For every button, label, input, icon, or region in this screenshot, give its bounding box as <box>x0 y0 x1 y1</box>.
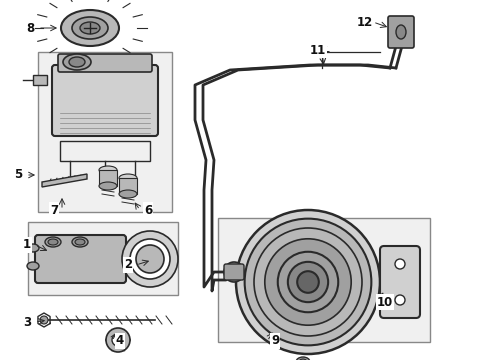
Text: 2: 2 <box>123 258 132 271</box>
Text: 5: 5 <box>14 168 22 181</box>
Circle shape <box>244 219 370 345</box>
FancyBboxPatch shape <box>35 235 126 283</box>
Circle shape <box>277 252 338 312</box>
Ellipse shape <box>99 166 117 174</box>
Ellipse shape <box>63 54 91 70</box>
Ellipse shape <box>27 244 39 252</box>
Ellipse shape <box>119 174 137 182</box>
Circle shape <box>136 245 163 273</box>
Text: 10: 10 <box>376 296 392 309</box>
Ellipse shape <box>99 182 117 190</box>
Text: 3: 3 <box>23 315 31 328</box>
Ellipse shape <box>69 57 85 67</box>
Circle shape <box>264 239 350 325</box>
Circle shape <box>287 262 327 302</box>
Bar <box>38 52 172 212</box>
Circle shape <box>106 328 130 352</box>
Ellipse shape <box>298 359 306 360</box>
Ellipse shape <box>75 239 85 245</box>
Ellipse shape <box>394 295 404 305</box>
Text: 8: 8 <box>26 22 34 35</box>
Ellipse shape <box>48 239 58 245</box>
Bar <box>28 222 178 295</box>
Bar <box>99 170 117 186</box>
Circle shape <box>228 267 239 277</box>
Circle shape <box>112 334 124 346</box>
Ellipse shape <box>119 190 137 198</box>
Text: 1: 1 <box>23 238 31 252</box>
Ellipse shape <box>295 357 309 360</box>
Circle shape <box>130 239 170 279</box>
FancyBboxPatch shape <box>224 264 244 280</box>
Circle shape <box>236 210 379 354</box>
Bar <box>218 218 429 342</box>
Text: 9: 9 <box>270 334 279 347</box>
Circle shape <box>122 231 178 287</box>
Ellipse shape <box>45 237 61 247</box>
Circle shape <box>253 228 361 336</box>
Ellipse shape <box>27 262 39 270</box>
Circle shape <box>297 271 318 293</box>
FancyBboxPatch shape <box>52 65 158 136</box>
Text: 12: 12 <box>356 15 372 28</box>
Ellipse shape <box>61 10 119 46</box>
FancyBboxPatch shape <box>387 16 413 48</box>
Ellipse shape <box>394 259 404 269</box>
Text: 4: 4 <box>116 334 124 347</box>
FancyBboxPatch shape <box>58 54 152 72</box>
FancyBboxPatch shape <box>379 246 419 318</box>
Ellipse shape <box>80 22 100 34</box>
Ellipse shape <box>72 237 88 247</box>
Ellipse shape <box>72 17 108 39</box>
Text: 6: 6 <box>143 203 152 216</box>
Text: 7: 7 <box>50 203 58 216</box>
Bar <box>33 75 47 85</box>
Bar <box>119 178 137 194</box>
Circle shape <box>224 262 244 282</box>
Text: 11: 11 <box>309 44 325 57</box>
Circle shape <box>40 316 48 324</box>
Polygon shape <box>42 174 87 187</box>
Bar <box>60 141 150 161</box>
Ellipse shape <box>395 25 405 39</box>
